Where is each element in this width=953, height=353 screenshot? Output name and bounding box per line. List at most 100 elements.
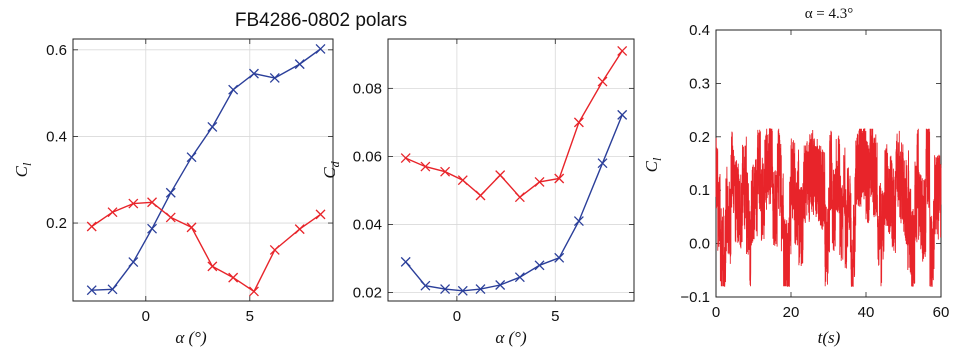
marker-stroke [597, 76, 608, 87]
data-point [597, 76, 608, 87]
data-point [440, 166, 451, 177]
data-point [475, 190, 486, 201]
grid [388, 39, 634, 301]
marker-stroke [457, 175, 468, 186]
data-point [554, 173, 565, 184]
y-tick-label: 0.06 [353, 148, 382, 165]
marker-stroke [573, 216, 584, 226]
marker-stroke [294, 59, 305, 70]
x-axis-label: t(s) [818, 328, 841, 347]
data-point [617, 109, 628, 120]
data-point [514, 192, 525, 203]
marker-stroke [249, 286, 259, 297]
data-point [249, 286, 259, 297]
data-point [186, 222, 197, 233]
marker-stroke [420, 280, 431, 291]
data-point [457, 175, 468, 186]
data-point [495, 170, 506, 181]
data-point [86, 285, 97, 296]
ticks: 0 5 0.02 0.04 0.06 0.08 [353, 39, 634, 325]
marker-stroke [147, 223, 157, 234]
data-point [294, 59, 305, 70]
x-tick-label: 5 [551, 308, 559, 325]
series-group [715, 128, 942, 287]
y-tick-label: 0.3 [689, 75, 710, 92]
data-point [400, 256, 411, 267]
y-tick-label: 0.0 [689, 236, 710, 253]
data-point [269, 244, 280, 255]
data-point [440, 284, 451, 295]
marker-stroke [315, 209, 326, 220]
data-point [475, 284, 486, 295]
data-point [573, 216, 584, 226]
data-point [457, 285, 468, 296]
x-tick-label: 0 [453, 308, 461, 325]
data-point [228, 84, 239, 95]
y-tick-label: 0.2 [689, 129, 710, 146]
figure-title: FB4286-0802 polars [235, 10, 407, 31]
y-tick-label: 0.08 [353, 80, 382, 97]
y-tick-label: 0.4 [46, 128, 67, 145]
marker-stroke [554, 252, 565, 263]
data-point [165, 212, 176, 223]
chart-subtitle: α = 4.3° [805, 6, 854, 22]
series-line [405, 114, 623, 292]
marker-stroke [475, 284, 486, 295]
data-point [107, 284, 118, 295]
marker-stroke [495, 170, 506, 181]
y-axis-label: Cl [642, 157, 664, 172]
marker-stroke [207, 121, 218, 132]
data-point [147, 223, 157, 234]
x-tick-label: 40 [858, 304, 875, 321]
data-point [534, 176, 545, 187]
y-tick-label: 0.04 [353, 216, 382, 233]
data-point [617, 45, 628, 56]
data-point [420, 161, 431, 172]
chart-cd-vs-alpha: 0 5 0.02 0.04 0.06 0.08 α (°) Cd [320, 38, 635, 347]
data-point [128, 198, 139, 209]
marker-stroke [440, 166, 451, 177]
marker-stroke [475, 190, 486, 201]
marker-stroke [457, 285, 468, 296]
marker-stroke [400, 153, 411, 164]
data-point [269, 73, 280, 83]
marker-stroke [554, 173, 565, 184]
x-tick-label: 5 [246, 308, 254, 325]
marker-stroke [440, 284, 451, 295]
marker-stroke [228, 272, 239, 283]
marker-stroke [617, 109, 628, 120]
y-axis-label: Cd [320, 160, 342, 178]
marker-stroke [207, 261, 218, 272]
marker-stroke [534, 260, 545, 271]
marker-stroke [617, 45, 628, 56]
marker-stroke [228, 84, 239, 95]
x-axis-label: α (°) [175, 328, 207, 347]
marker-stroke [514, 192, 525, 203]
data-point [315, 209, 326, 220]
marker-stroke [186, 222, 197, 233]
y-tick-label: 0.6 [46, 42, 67, 59]
series-line [91, 48, 321, 291]
marker-stroke [495, 280, 506, 290]
data-point [165, 187, 176, 198]
y-tick-label: 0.4 [689, 22, 710, 39]
grid [73, 39, 333, 301]
data-point [315, 44, 326, 54]
y-tick-label: −0.1 [680, 289, 710, 306]
marker-stroke [269, 73, 280, 83]
marker-stroke [165, 187, 176, 198]
y-tick-label: 0.1 [689, 182, 710, 199]
data-point [495, 280, 506, 290]
marker-stroke [107, 207, 118, 218]
data-point [514, 272, 525, 283]
marker-stroke [269, 244, 280, 255]
marker-stroke [573, 117, 584, 128]
chart-cl-vs-alpha: 0 5 0.2 0.4 0.6 α (°) Cl [12, 38, 334, 347]
ticks: 0 20 40 60 −0.1 0.0 0.1 0.2 0.3 0.4 [680, 22, 949, 321]
series-line [405, 50, 623, 199]
data-point [207, 261, 218, 272]
series-line [715, 128, 942, 287]
x-tick-label: 60 [933, 304, 950, 321]
axes-frame [72, 38, 334, 302]
